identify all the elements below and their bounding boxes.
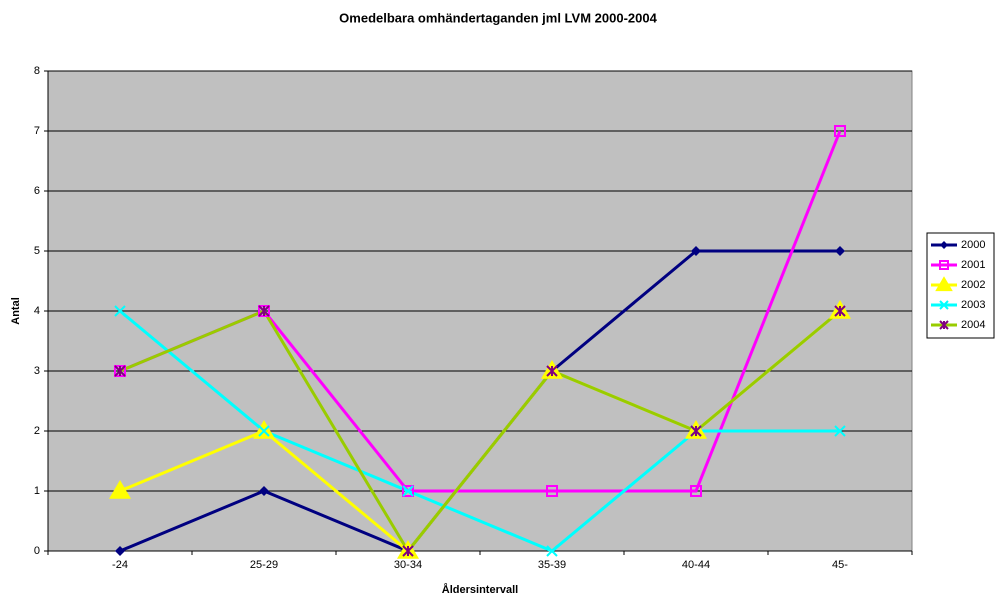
marker [939, 260, 949, 270]
legend-label: 2001 [961, 259, 985, 271]
y-axis-label: Antal [10, 297, 22, 325]
x-axis-label: Åldersintervall [442, 583, 518, 596]
marker [402, 485, 414, 497]
marker [546, 365, 558, 377]
marker [691, 246, 701, 256]
series-line [119, 309, 840, 553]
marker [253, 420, 275, 439]
legend-label: 2002 [961, 279, 985, 291]
marker [690, 425, 702, 437]
x-tick-label: 30-34 [394, 559, 422, 571]
y-tick-label: 7 [34, 125, 40, 137]
marker [834, 425, 846, 437]
marker [940, 241, 948, 249]
y-tick-label: 0 [34, 545, 40, 557]
legend-label: 2003 [961, 299, 985, 311]
marker [114, 365, 126, 377]
marker [690, 485, 702, 497]
marker [939, 300, 949, 310]
y-tick-label: 5 [34, 245, 40, 257]
legend-label: 2004 [961, 319, 985, 331]
y-tick-label: 3 [34, 365, 40, 377]
y-tick-label: 8 [34, 65, 40, 77]
y-tick-label: 2 [34, 425, 40, 437]
y-tick-label: 4 [34, 305, 40, 317]
marker [258, 305, 270, 317]
marker [114, 305, 126, 317]
marker [115, 546, 125, 556]
marker [834, 125, 846, 137]
marker [835, 246, 845, 256]
series-line [119, 309, 841, 554]
marker [939, 320, 949, 330]
marker [834, 305, 846, 317]
marker [935, 276, 953, 292]
marker [402, 485, 414, 497]
x-tick-label: 35-39 [538, 559, 566, 571]
x-tick-label: -24 [112, 559, 128, 571]
y-tick-label: 6 [34, 185, 40, 197]
x-tick-label: 40-44 [682, 559, 710, 571]
x-tick-label: 25-29 [250, 559, 278, 571]
marker [258, 425, 270, 437]
marker [402, 545, 414, 557]
marker [546, 545, 558, 557]
marker [259, 486, 269, 496]
y-tick-label: 1 [34, 485, 40, 497]
marker [546, 485, 558, 497]
chart-title: Omedelbara omhändertaganden jml LVM 2000… [339, 10, 657, 25]
x-tick-label: 45- [832, 559, 848, 571]
marker [109, 480, 131, 499]
legend-label: 2000 [961, 239, 985, 251]
